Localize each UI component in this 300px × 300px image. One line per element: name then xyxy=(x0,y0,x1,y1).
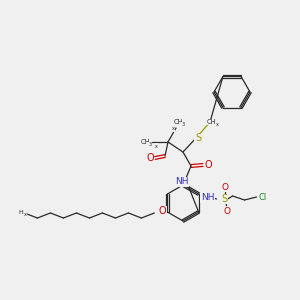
Text: CH: CH xyxy=(173,119,183,125)
Text: x: x xyxy=(216,122,218,128)
Text: O: O xyxy=(159,206,166,216)
Text: CH: CH xyxy=(140,139,150,145)
Text: CH: CH xyxy=(206,119,216,125)
Text: O: O xyxy=(146,153,154,163)
Text: S: S xyxy=(221,194,228,204)
Text: H: H xyxy=(18,211,23,215)
Text: 3: 3 xyxy=(182,122,184,128)
Text: O: O xyxy=(221,182,228,191)
Text: S: S xyxy=(195,133,201,143)
Text: 3: 3 xyxy=(148,142,152,148)
Text: Cl: Cl xyxy=(259,193,267,202)
Text: x: x xyxy=(24,212,27,217)
Text: O: O xyxy=(223,206,230,215)
Text: NH: NH xyxy=(201,194,214,202)
Text: O: O xyxy=(204,160,212,170)
Text: x: x xyxy=(172,127,174,131)
Text: x: x xyxy=(154,143,158,148)
Text: NH: NH xyxy=(175,178,189,187)
